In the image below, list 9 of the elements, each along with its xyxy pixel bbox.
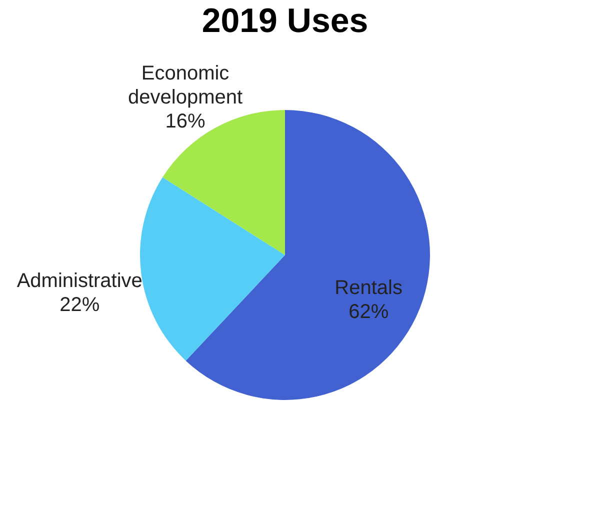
pie-slice	[140, 177, 285, 361]
chart-title: 2019 Uses	[202, 2, 368, 40]
slice-label: Administrative	[16, 270, 142, 292]
data-label: 62%	[348, 301, 389, 324]
slice-label: Rentals	[334, 277, 402, 300]
data-label: 16%	[165, 110, 206, 133]
data-label: 22%	[60, 294, 100, 316]
pie-slice	[162, 110, 285, 255]
slice-label: Economic development	[128, 62, 243, 109]
